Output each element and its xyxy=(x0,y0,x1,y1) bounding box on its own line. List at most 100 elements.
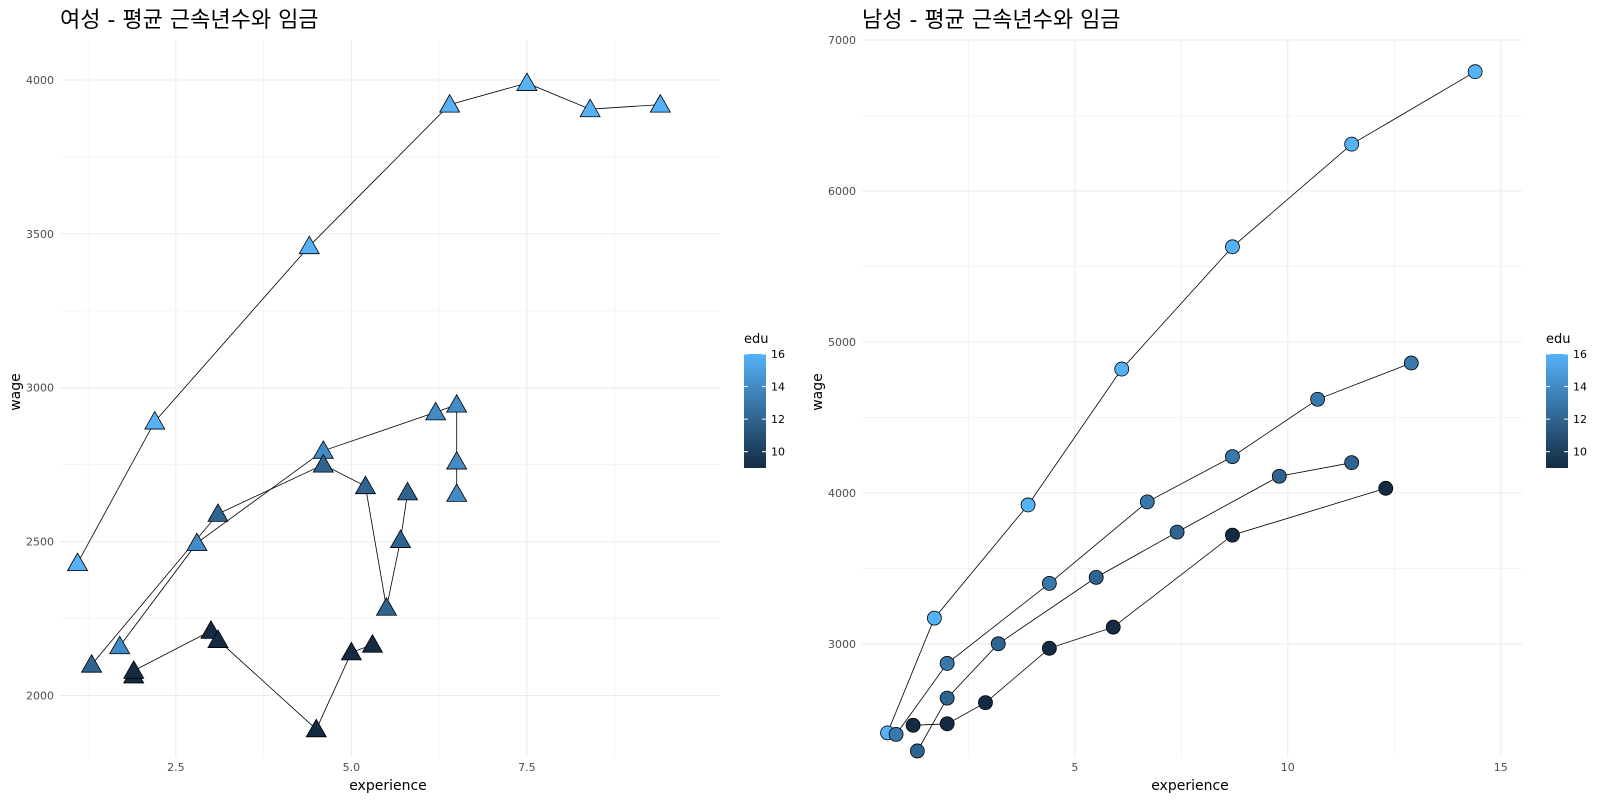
data-point-triangle xyxy=(446,483,468,502)
data-point-circle xyxy=(905,717,921,733)
series-line xyxy=(119,404,458,647)
data-point-triangle xyxy=(649,93,672,113)
x-tick-label: 2.5 xyxy=(167,761,185,774)
legend-colorbar-female xyxy=(744,354,766,468)
y-tick-labels-male: 3000 4000 5000 6000 7000 xyxy=(828,34,856,651)
data-point-circle xyxy=(1088,569,1104,585)
data-point-circle xyxy=(1225,527,1240,543)
data-point-triangle xyxy=(66,552,89,572)
data-point-triangle xyxy=(361,633,384,653)
data-point-circle xyxy=(888,726,904,742)
legend-ticks-male: 10 12 14 16 xyxy=(1546,348,1587,459)
x-tick-labels-male: 5 10 15 xyxy=(1071,761,1507,774)
data-point-circle xyxy=(1114,361,1130,377)
data-point-triangle xyxy=(396,481,419,501)
legend-tick-label: 12 xyxy=(771,413,785,426)
data-point-circle xyxy=(1344,136,1360,152)
legend-tick-label: 10 xyxy=(1573,446,1587,459)
legend-tick-label: 14 xyxy=(1573,381,1587,394)
data-point-triangle xyxy=(516,72,538,91)
data-point-triangle xyxy=(80,653,103,673)
data-point-circle xyxy=(1105,619,1121,635)
data-point-triangle xyxy=(207,629,229,648)
grid-male xyxy=(862,39,1522,757)
x-axis-title-male: experience xyxy=(1151,778,1229,794)
data-point-triangle xyxy=(424,401,447,421)
legend-title-female: edu xyxy=(744,332,769,347)
panel-male: 남성 - 평균 근속년수와 임금 3000 4000 5000 6000 7000 5 1… xyxy=(810,8,1587,794)
x-tick-label: 15 xyxy=(1494,761,1508,774)
series-female xyxy=(66,72,672,738)
series-male xyxy=(880,64,1483,759)
data-point-circle xyxy=(1344,455,1360,471)
series-line xyxy=(91,464,408,665)
legend-colorbar-male xyxy=(1546,354,1568,468)
legend-male: edu 10 12 14 16 xyxy=(1546,332,1587,468)
data-point-triangle xyxy=(298,235,320,255)
y-tick-label: 3000 xyxy=(26,382,54,395)
y-tick-label: 3000 xyxy=(828,638,856,651)
data-point-triangle xyxy=(354,475,377,495)
series-line xyxy=(133,630,373,730)
data-point-triangle xyxy=(123,660,145,679)
x-tick-label: 5.0 xyxy=(343,761,361,774)
data-point-circle xyxy=(909,743,925,759)
data-point-triangle xyxy=(305,718,327,738)
data-point-triangle xyxy=(438,93,461,113)
legend-tick-label: 12 xyxy=(1573,413,1587,426)
legend-tick-label: 10 xyxy=(771,446,785,459)
data-point-circle xyxy=(926,610,942,626)
data-point-circle xyxy=(1225,239,1240,255)
data-point-triangle xyxy=(389,529,412,548)
y-tick-label: 3500 xyxy=(26,228,54,241)
legend-title-male: edu xyxy=(1546,332,1571,347)
data-point-circle xyxy=(939,716,955,732)
panel-title-female: 여성 - 평균 근속년수와 임금 xyxy=(60,8,319,33)
legend-tick-label: 16 xyxy=(1573,348,1587,361)
data-point-circle xyxy=(1378,480,1394,496)
data-point-circle xyxy=(1225,449,1240,465)
y-tick-labels-female: 2000 2500 3000 3500 4000 xyxy=(26,74,54,702)
data-point-triangle xyxy=(186,532,208,552)
data-point-circle xyxy=(1169,524,1185,540)
legend-ticks-female: 10 12 14 16 xyxy=(744,348,785,459)
y-tick-label: 6000 xyxy=(828,185,856,198)
y-tick-label: 4000 xyxy=(26,74,54,87)
x-axis-title-female: experience xyxy=(349,778,427,794)
series-line xyxy=(895,362,1412,735)
data-point-circle xyxy=(1310,391,1326,407)
data-point-circle xyxy=(1020,497,1036,513)
grid-female xyxy=(60,40,720,757)
data-point-triangle xyxy=(446,393,468,413)
data-point-circle xyxy=(939,690,955,706)
x-tick-labels-female: 2.5 5.0 7.5 xyxy=(167,761,536,774)
data-point-triangle xyxy=(108,635,131,655)
data-point-triangle xyxy=(340,641,363,661)
y-tick-label: 2000 xyxy=(26,689,54,702)
data-point-circle xyxy=(1271,468,1287,484)
panel-female: 여성 - 평균 근속년수와 임금 2000 2500 3000 3500 4000 2.… xyxy=(8,8,785,794)
data-point-triangle xyxy=(312,453,334,473)
data-point-triangle xyxy=(207,503,229,522)
series-line xyxy=(913,487,1386,726)
x-tick-label: 5 xyxy=(1071,761,1078,774)
data-point-circle xyxy=(1041,640,1057,656)
legend-female: edu 10 12 14 16 xyxy=(744,332,785,468)
y-tick-label: 7000 xyxy=(828,34,856,47)
x-tick-label: 7.5 xyxy=(518,761,536,774)
data-point-triangle xyxy=(446,450,468,470)
legend-tick-label: 14 xyxy=(771,381,785,394)
data-point-circle xyxy=(1139,494,1155,510)
y-axis-title-male: wage xyxy=(810,373,826,411)
data-point-circle xyxy=(1467,64,1483,80)
data-point-triangle xyxy=(579,98,601,118)
y-axis-title-female: wage xyxy=(8,373,24,411)
data-point-circle xyxy=(990,636,1006,652)
y-tick-label: 5000 xyxy=(828,336,856,349)
data-point-circle xyxy=(978,695,993,711)
data-point-circle xyxy=(1041,576,1057,591)
x-tick-label: 10 xyxy=(1281,761,1295,774)
y-tick-label: 2500 xyxy=(26,536,54,549)
panel-title-male: 남성 - 평균 근속년수와 임금 xyxy=(862,8,1121,33)
